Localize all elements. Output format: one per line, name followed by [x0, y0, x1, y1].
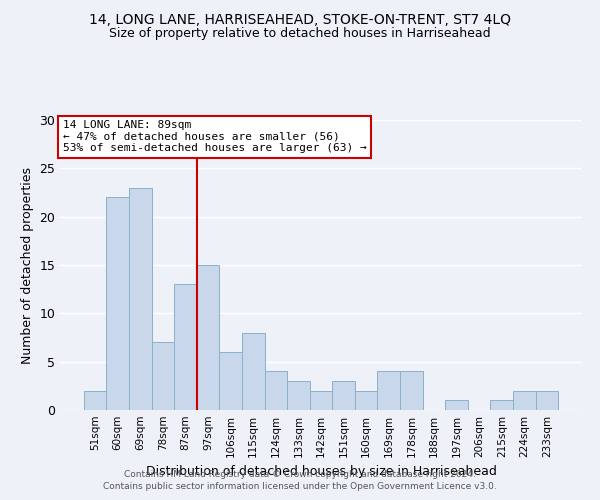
X-axis label: Distribution of detached houses by size in Harriseahead: Distribution of detached houses by size …: [146, 466, 496, 478]
Bar: [174, 284, 197, 410]
Bar: [377, 372, 400, 410]
Text: Contains HM Land Registry data © Crown copyright and database right 2024.: Contains HM Land Registry data © Crown c…: [124, 470, 476, 479]
Text: 14 LONG LANE: 89sqm
← 47% of detached houses are smaller (56)
53% of semi-detach: 14 LONG LANE: 89sqm ← 47% of detached ho…: [62, 120, 367, 153]
Bar: [536, 390, 558, 410]
Bar: [355, 390, 377, 410]
Bar: [445, 400, 468, 410]
Bar: [220, 352, 242, 410]
Bar: [310, 390, 332, 410]
Bar: [106, 198, 129, 410]
Y-axis label: Number of detached properties: Number of detached properties: [21, 166, 34, 364]
Bar: [242, 332, 265, 410]
Bar: [84, 390, 106, 410]
Bar: [152, 342, 174, 410]
Bar: [513, 390, 536, 410]
Text: 14, LONG LANE, HARRISEAHEAD, STOKE-ON-TRENT, ST7 4LQ: 14, LONG LANE, HARRISEAHEAD, STOKE-ON-TR…: [89, 12, 511, 26]
Bar: [197, 265, 220, 410]
Bar: [332, 381, 355, 410]
Bar: [129, 188, 152, 410]
Bar: [400, 372, 422, 410]
Text: Contains public sector information licensed under the Open Government Licence v3: Contains public sector information licen…: [103, 482, 497, 491]
Bar: [265, 372, 287, 410]
Bar: [490, 400, 513, 410]
Text: Size of property relative to detached houses in Harriseahead: Size of property relative to detached ho…: [109, 28, 491, 40]
Bar: [287, 381, 310, 410]
